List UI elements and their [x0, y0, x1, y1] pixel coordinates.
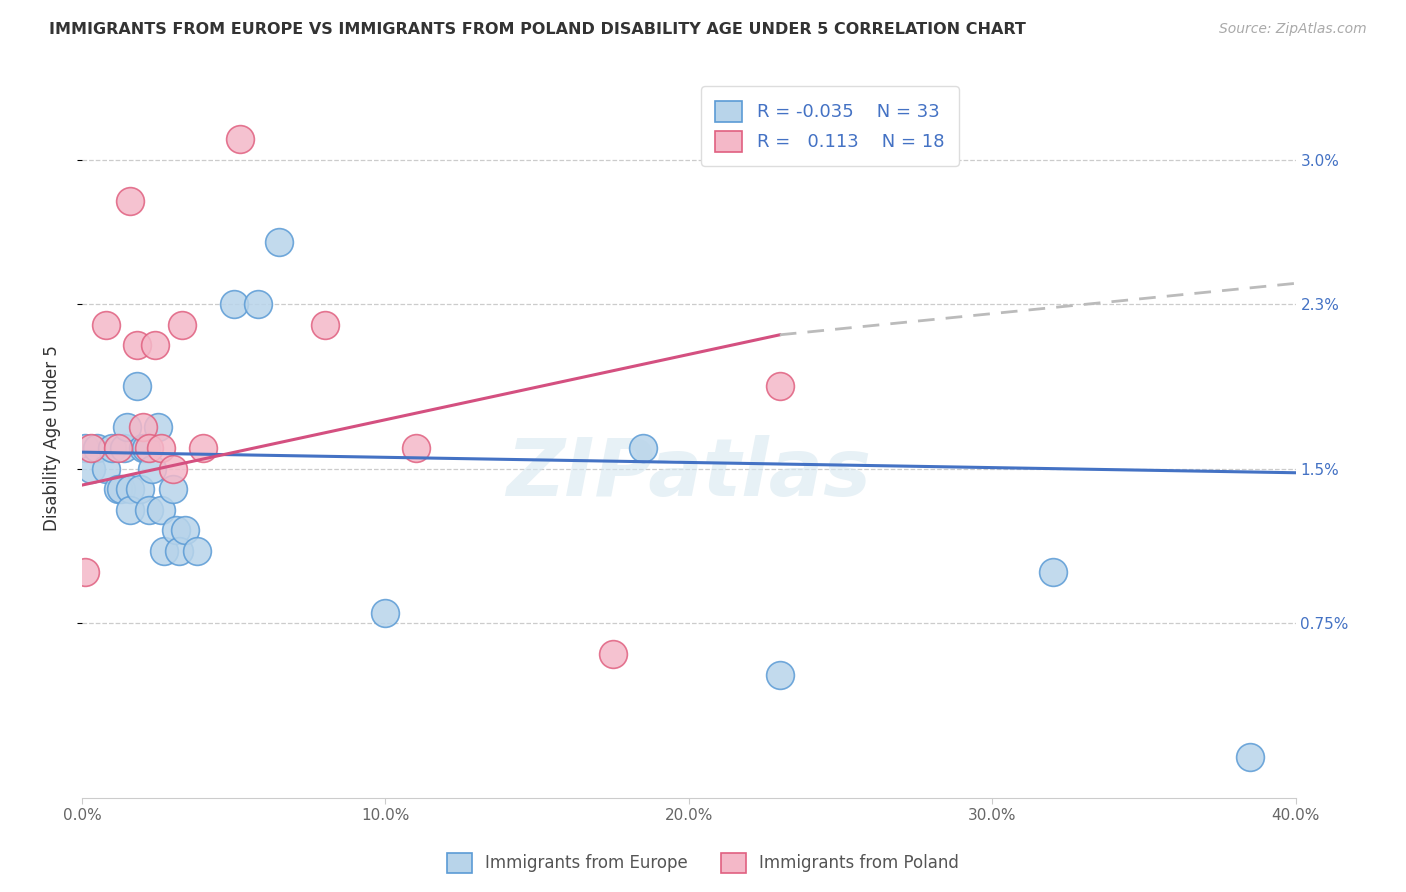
- Legend: R = -0.035    N = 33, R =   0.113    N = 18: R = -0.035 N = 33, R = 0.113 N = 18: [702, 87, 959, 166]
- Text: IMMIGRANTS FROM EUROPE VS IMMIGRANTS FROM POLAND DISABILITY AGE UNDER 5 CORRELAT: IMMIGRANTS FROM EUROPE VS IMMIGRANTS FRO…: [49, 22, 1026, 37]
- Point: [172, 318, 194, 332]
- Point: [125, 338, 148, 352]
- Point: [246, 297, 269, 311]
- Point: [73, 565, 96, 579]
- Point: [120, 194, 142, 208]
- Point: [117, 420, 139, 434]
- Point: [107, 441, 129, 455]
- Y-axis label: Disability Age Under 5: Disability Age Under 5: [44, 345, 60, 531]
- Point: [186, 544, 208, 558]
- Point: [405, 441, 427, 455]
- Point: [73, 441, 96, 455]
- Point: [162, 461, 184, 475]
- Point: [135, 441, 157, 455]
- Point: [131, 441, 153, 455]
- Point: [107, 482, 129, 496]
- Point: [269, 235, 291, 249]
- Point: [131, 420, 153, 434]
- Point: [153, 544, 176, 558]
- Point: [96, 461, 118, 475]
- Point: [120, 503, 142, 517]
- Point: [149, 441, 172, 455]
- Point: [165, 524, 187, 538]
- Point: [138, 503, 160, 517]
- Point: [80, 441, 103, 455]
- Text: ZIPatlas: ZIPatlas: [506, 434, 872, 513]
- Point: [174, 524, 197, 538]
- Point: [1042, 565, 1064, 579]
- Point: [101, 441, 124, 455]
- Point: [96, 318, 118, 332]
- Point: [602, 647, 624, 661]
- Point: [769, 379, 792, 393]
- Point: [138, 441, 160, 455]
- Point: [125, 379, 148, 393]
- Point: [120, 482, 142, 496]
- Point: [193, 441, 215, 455]
- Point: [141, 461, 163, 475]
- Point: [146, 420, 169, 434]
- Point: [128, 482, 150, 496]
- Point: [314, 318, 336, 332]
- Point: [633, 441, 655, 455]
- Point: [229, 132, 252, 146]
- Legend: Immigrants from Europe, Immigrants from Poland: Immigrants from Europe, Immigrants from …: [440, 847, 966, 880]
- Point: [149, 503, 172, 517]
- Point: [143, 338, 166, 352]
- Point: [769, 667, 792, 681]
- Point: [80, 461, 103, 475]
- Point: [110, 482, 132, 496]
- Point: [86, 441, 108, 455]
- Point: [222, 297, 245, 311]
- Text: Source: ZipAtlas.com: Source: ZipAtlas.com: [1219, 22, 1367, 37]
- Point: [1239, 750, 1261, 764]
- Point: [167, 544, 190, 558]
- Point: [112, 441, 135, 455]
- Point: [374, 606, 396, 620]
- Point: [162, 482, 184, 496]
